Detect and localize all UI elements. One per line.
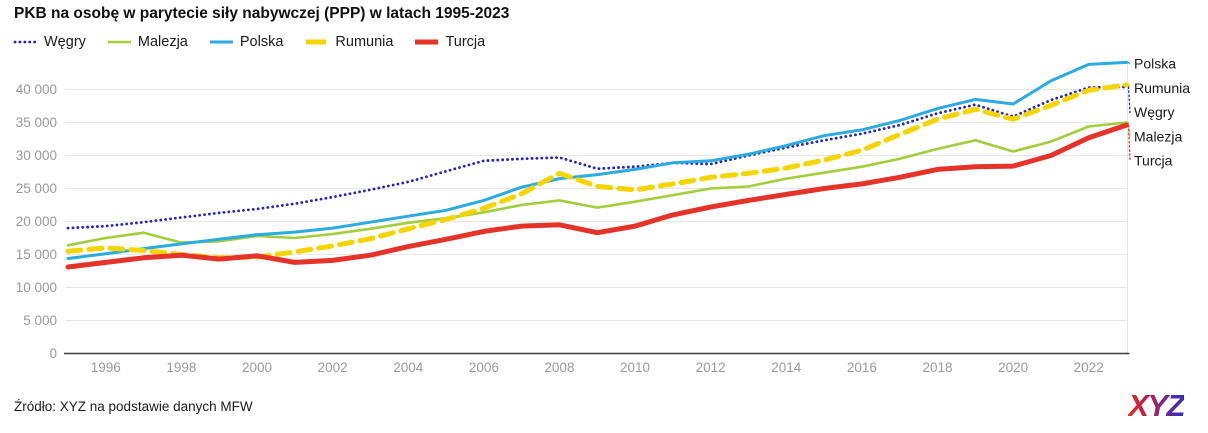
legend-label: Malezja: [137, 34, 188, 50]
series-line-polska: [66, 60, 1128, 260]
y-tick-label: 25 000: [16, 181, 57, 196]
y-tick-label: 35 000: [16, 115, 57, 130]
legend-swatch-dotted-icon: [13, 40, 38, 44]
x-tick-label: 2008: [544, 360, 574, 375]
legend-label: Turcja: [445, 34, 486, 50]
x-tick-label: 2014: [771, 360, 802, 375]
x-tick-label: 2000: [242, 360, 272, 375]
y-tick-label: 15 000: [16, 247, 57, 262]
end-label-rumunia: Rumunia: [1134, 80, 1190, 96]
legend-swatch-line-icon: [107, 40, 131, 44]
chart-legend: Węgry Malezja Polska Rumunia Turcja: [13, 34, 485, 50]
series-line-turcja: [65, 122, 1129, 270]
x-tick-label: 2002: [318, 360, 348, 375]
legend-item-wegry: Węgry: [13, 34, 86, 50]
legend-item-polska: Polska: [209, 34, 284, 50]
source-note: Źródło: XYZ na podstawie danych MFW: [14, 399, 253, 414]
y-tick-label: 30 000: [16, 148, 57, 163]
x-tick-label: 2020: [998, 360, 1028, 375]
chart-title: PKB na osobę w parytecie siły nabywczej …: [14, 5, 510, 22]
legend-label: Węgry: [44, 34, 86, 50]
x-tick-label: 2022: [1074, 360, 1104, 375]
x-tick-label: 2004: [393, 360, 424, 375]
end-label-malezja: Malezja: [1134, 128, 1182, 144]
legend-item-malezja: Malezja: [107, 34, 188, 50]
end-label-leader-malezja: [1127, 121, 1131, 138]
legend-item-turcja: Turcja: [414, 34, 485, 50]
y-tick-label: 10 000: [16, 280, 57, 295]
x-tick-label: 1996: [91, 360, 121, 375]
y-tick-label: 40 000: [16, 82, 57, 97]
series-line-węgry: [66, 85, 1128, 230]
end-label-leader-rumunia: [1127, 84, 1131, 89]
legend-item-rumunia: Rumunia: [304, 34, 393, 50]
y-tick-label: 0: [49, 346, 57, 361]
x-tick-label: 1998: [166, 360, 196, 375]
end-label-leader-polska: [1127, 61, 1131, 65]
x-tick-label: 2012: [696, 360, 726, 375]
y-tick-label: 5 000: [23, 313, 57, 328]
end-label-leader-węgry: [1127, 86, 1131, 114]
legend-swatch-thick-dash-icon: [306, 39, 327, 45]
x-tick-label: 2016: [847, 360, 877, 375]
legend-label: Rumunia: [335, 34, 394, 50]
x-tick-label: 2006: [469, 360, 499, 375]
y-tick-label: 20 000: [16, 214, 57, 229]
x-tick-label: 2010: [620, 360, 650, 375]
legend-label: Polska: [239, 34, 284, 50]
legend-swatch-line-icon: [209, 40, 233, 44]
end-label-polska: Polska: [1134, 56, 1176, 72]
legend-swatch-thick-line-icon: [415, 39, 439, 45]
end-label-turcja: Turcja: [1134, 153, 1173, 169]
brand-logo: XYZ: [1128, 388, 1185, 423]
x-tick-label: 2018: [922, 360, 952, 375]
series-line-malezja: [66, 121, 1128, 247]
end-label-węgry: Węgry: [1134, 104, 1174, 120]
end-label-leader-turcja: [1127, 124, 1131, 162]
